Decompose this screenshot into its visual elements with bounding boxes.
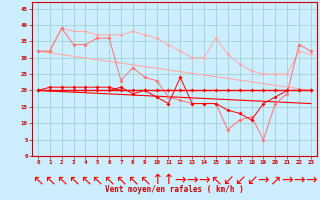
- X-axis label: Vent moyen/en rafales ( km/h ): Vent moyen/en rafales ( km/h ): [105, 185, 244, 194]
